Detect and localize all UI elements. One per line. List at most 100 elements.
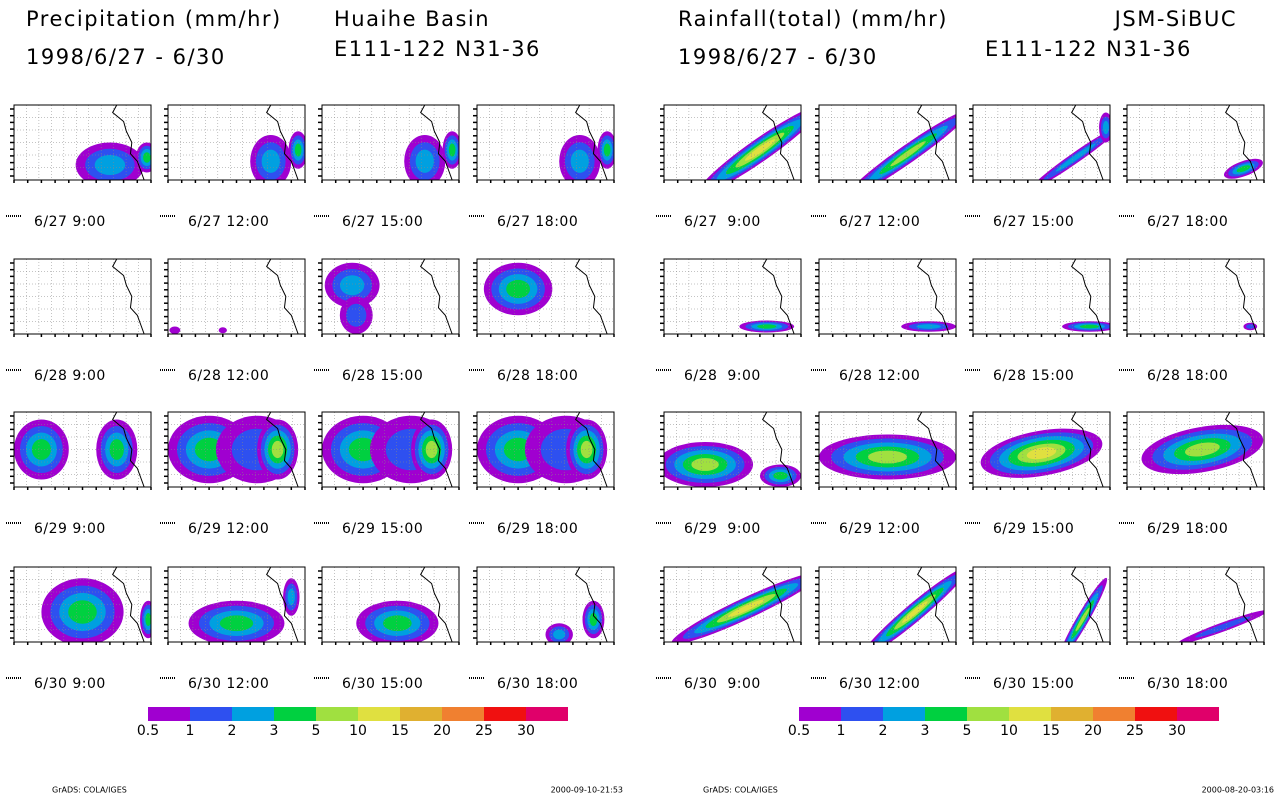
colorbar-box	[1051, 707, 1093, 721]
colorbar-label: 3	[921, 723, 930, 739]
map-label: 6/28 12:00	[188, 368, 269, 384]
rain-area	[503, 437, 533, 462]
map	[664, 412, 801, 487]
colorbar-label: 1	[837, 723, 846, 739]
map-label: 6/28 9:00	[684, 368, 761, 384]
colorbar-label: 15	[391, 723, 409, 739]
colorbar-label: 25	[475, 723, 493, 739]
rain-area	[294, 143, 302, 157]
coastline	[112, 105, 145, 180]
rain-area	[448, 143, 456, 157]
map	[14, 567, 151, 642]
map-label: 6/27 15:00	[993, 214, 1074, 230]
map	[477, 259, 614, 334]
rain-area	[145, 612, 151, 627]
coastline	[917, 567, 950, 642]
map	[477, 412, 614, 487]
map-label: 6/27 18:00	[1147, 214, 1228, 230]
map-label: 6/30 9:00	[684, 676, 761, 692]
map-label: 6/30 18:00	[1147, 676, 1228, 692]
dates: 1998/6/27 - 6/30	[678, 45, 878, 69]
map	[14, 412, 151, 487]
map	[664, 259, 801, 334]
rain-area	[589, 612, 598, 627]
title: Rainfall(total) (mm/hr)	[678, 7, 948, 31]
rain-area	[506, 279, 531, 299]
coastline	[575, 567, 608, 642]
map-label: 6/29 15:00	[993, 521, 1074, 537]
coastline	[266, 105, 299, 180]
map-frame	[13, 258, 152, 335]
coastline	[1071, 259, 1104, 334]
colorbar-box	[841, 707, 883, 721]
coastline	[420, 105, 453, 180]
map	[819, 259, 956, 334]
rain-area	[94, 155, 126, 175]
colorbar-box	[400, 707, 442, 721]
footer: GrADS: COLA/IGES	[52, 786, 127, 795]
rain-area	[339, 275, 365, 296]
rain-area	[890, 141, 926, 167]
dates: 1998/6/27 - 6/30	[26, 45, 226, 69]
rain-area	[744, 139, 775, 161]
rain-area	[194, 437, 224, 462]
coastline	[266, 567, 299, 642]
rain-area	[169, 326, 181, 334]
colorbar-label: 0.5	[137, 723, 159, 739]
colorbar-label: 3	[270, 723, 279, 739]
map-label: 6/29 9:00	[34, 521, 106, 537]
map-label: 6/28 18:00	[497, 368, 578, 384]
rain-area	[916, 324, 941, 329]
map-label: 6/28 18:00	[1147, 368, 1228, 384]
colorbar-label: 5	[312, 723, 321, 739]
coastline	[575, 259, 608, 334]
map	[1127, 259, 1264, 334]
colorbar-box	[442, 707, 484, 721]
map-label: 6/29 9:00	[684, 521, 761, 537]
colorbar-box	[232, 707, 274, 721]
map	[819, 567, 956, 642]
colorbar-box	[967, 707, 1009, 721]
rain-area	[728, 599, 765, 617]
coastline	[762, 567, 795, 642]
rain-area	[425, 440, 438, 459]
map-frame	[167, 258, 306, 335]
coastline	[1225, 567, 1258, 642]
map-frame	[1126, 258, 1265, 335]
coastline	[266, 412, 299, 487]
rain-area	[219, 615, 254, 632]
colorbar-box	[484, 707, 526, 721]
map	[168, 567, 305, 642]
colorbar-label: 2	[879, 723, 888, 739]
colorbar-box	[274, 707, 316, 721]
coastline	[420, 567, 453, 642]
rain-area	[1195, 616, 1251, 638]
footer: 2000-09-10-21:53	[551, 786, 623, 795]
map-label: 6/29 18:00	[1147, 521, 1228, 537]
rain-area	[902, 601, 928, 623]
coastline	[917, 412, 950, 487]
coastline	[917, 259, 950, 334]
footer: 2000-08-20-03:16	[1202, 786, 1274, 795]
map	[664, 105, 801, 180]
colorbar-box	[799, 707, 841, 721]
rain-area	[348, 437, 378, 462]
rain-area	[691, 458, 719, 471]
rain-area	[570, 149, 589, 173]
map-label: 6/30 15:00	[342, 676, 423, 692]
rain-area	[287, 588, 295, 606]
map	[1127, 567, 1264, 642]
map	[322, 412, 459, 487]
coords: E111-122 N31-36	[334, 37, 541, 61]
coastline	[1071, 567, 1104, 642]
map	[322, 567, 459, 642]
colorbar-label: 10	[349, 723, 367, 739]
colorbar-label: 5	[963, 723, 972, 739]
colorbar-label: 25	[1126, 723, 1144, 739]
map-label: 6/30 9:00	[34, 676, 106, 692]
map-label: 6/28 12:00	[839, 368, 920, 384]
map-label: 6/27 15:00	[342, 214, 423, 230]
colorbar-box	[316, 707, 358, 721]
colorbar-label: 1	[186, 723, 195, 739]
